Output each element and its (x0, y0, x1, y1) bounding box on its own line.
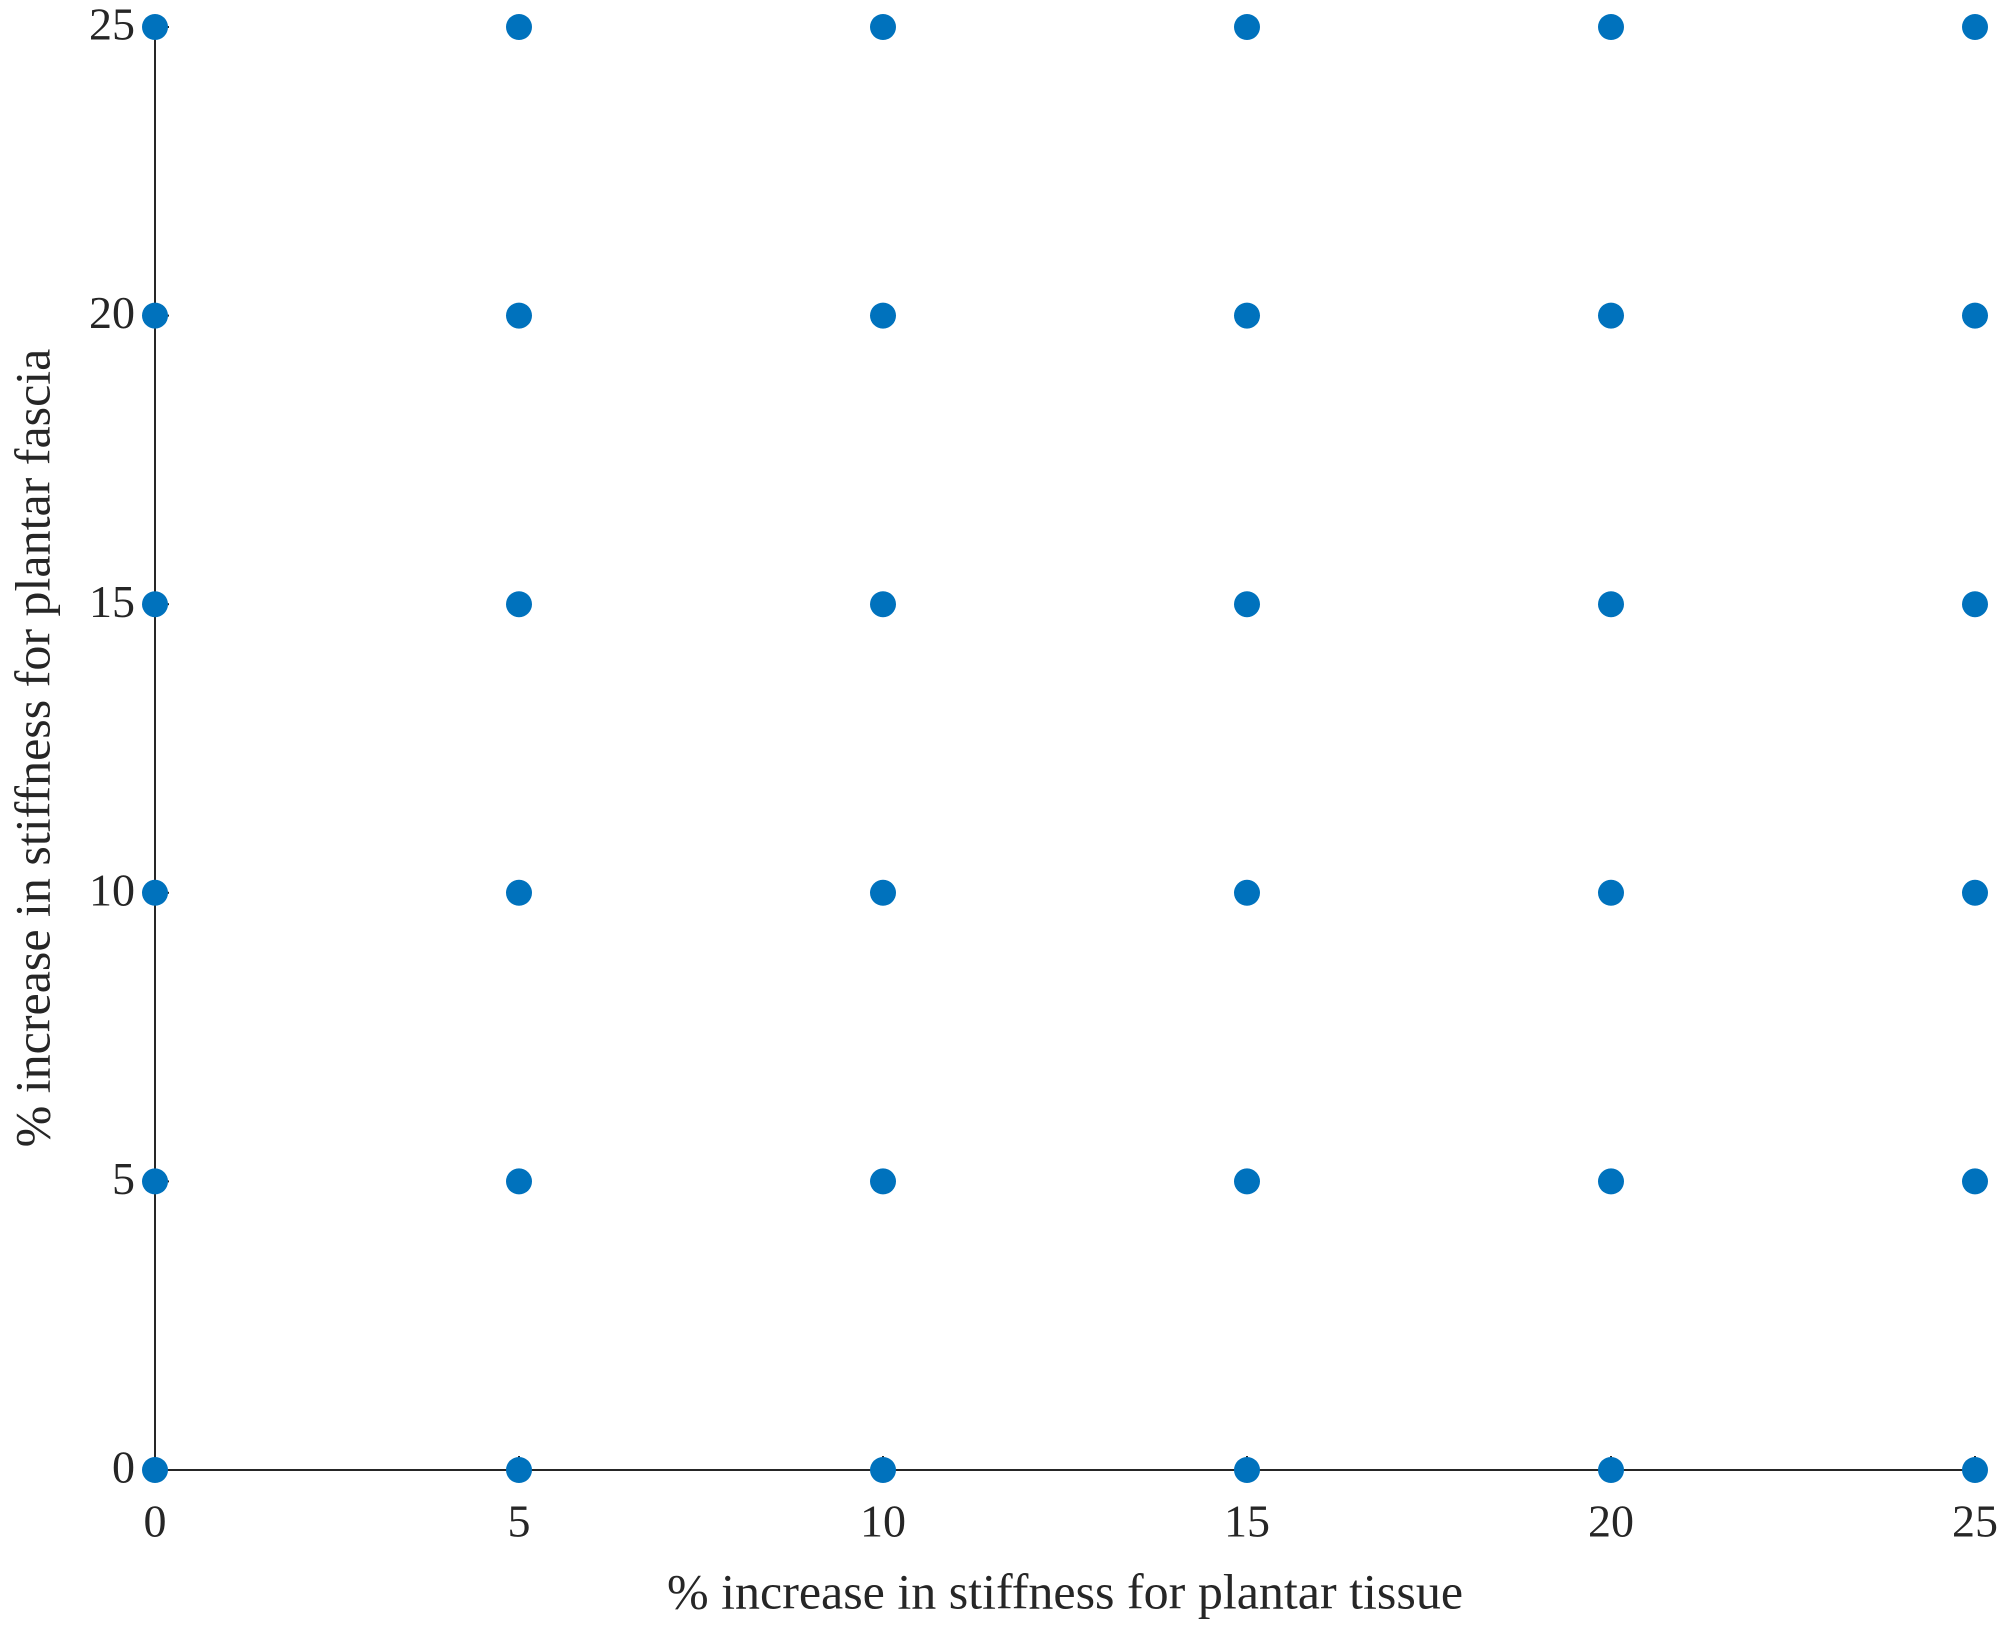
point (870, 302, 896, 329)
point (506, 302, 532, 329)
point (142, 879, 168, 906)
point (870, 1168, 896, 1195)
point (1598, 1457, 1624, 1483)
x-tick-label: 20 (1588, 1496, 1634, 1547)
point (870, 879, 896, 906)
point (506, 879, 532, 906)
point (1598, 14, 1624, 40)
point (506, 1457, 532, 1483)
point (1234, 591, 1260, 618)
point (1234, 1457, 1260, 1483)
point (1598, 591, 1624, 618)
point (1962, 591, 1988, 618)
x-tick-label: 5 (508, 1496, 531, 1547)
point (142, 1457, 168, 1483)
point (1234, 302, 1260, 329)
point (142, 302, 168, 329)
point (506, 1168, 532, 1195)
x-tick-label: 0 (144, 1496, 167, 1547)
x-tick-label: 25 (1952, 1496, 1998, 1547)
point (1962, 1457, 1988, 1483)
point (506, 591, 532, 618)
point (1962, 14, 1988, 40)
x-tick-label: 10 (860, 1496, 906, 1547)
point (1962, 879, 1988, 906)
y-tick-label: 5 (112, 1153, 135, 1204)
x-tick-label: 15 (1224, 1496, 1270, 1547)
point (1598, 1168, 1624, 1195)
point (1598, 302, 1624, 329)
point (1962, 302, 1988, 329)
point (1234, 879, 1260, 906)
point (870, 14, 896, 40)
y-tick-label: 0 (112, 1442, 135, 1493)
y-tick-label: 10 (89, 864, 135, 915)
point (1234, 1168, 1260, 1195)
y-axis-label: % increase in stiffness for plantar fasc… (4, 349, 60, 1148)
point (1234, 14, 1260, 40)
point (1598, 879, 1624, 906)
point (1962, 1168, 1988, 1195)
x-axis-label: % increase in stiffness for plantar tiss… (667, 1563, 1463, 1619)
point (870, 591, 896, 618)
point (506, 14, 532, 40)
point (142, 1168, 168, 1195)
y-tick-label: 20 (89, 287, 135, 338)
point (142, 14, 168, 40)
y-tick-label: 15 (89, 576, 135, 627)
point (142, 591, 168, 618)
point (870, 1457, 896, 1483)
y-tick-label: 25 (89, 0, 135, 50)
